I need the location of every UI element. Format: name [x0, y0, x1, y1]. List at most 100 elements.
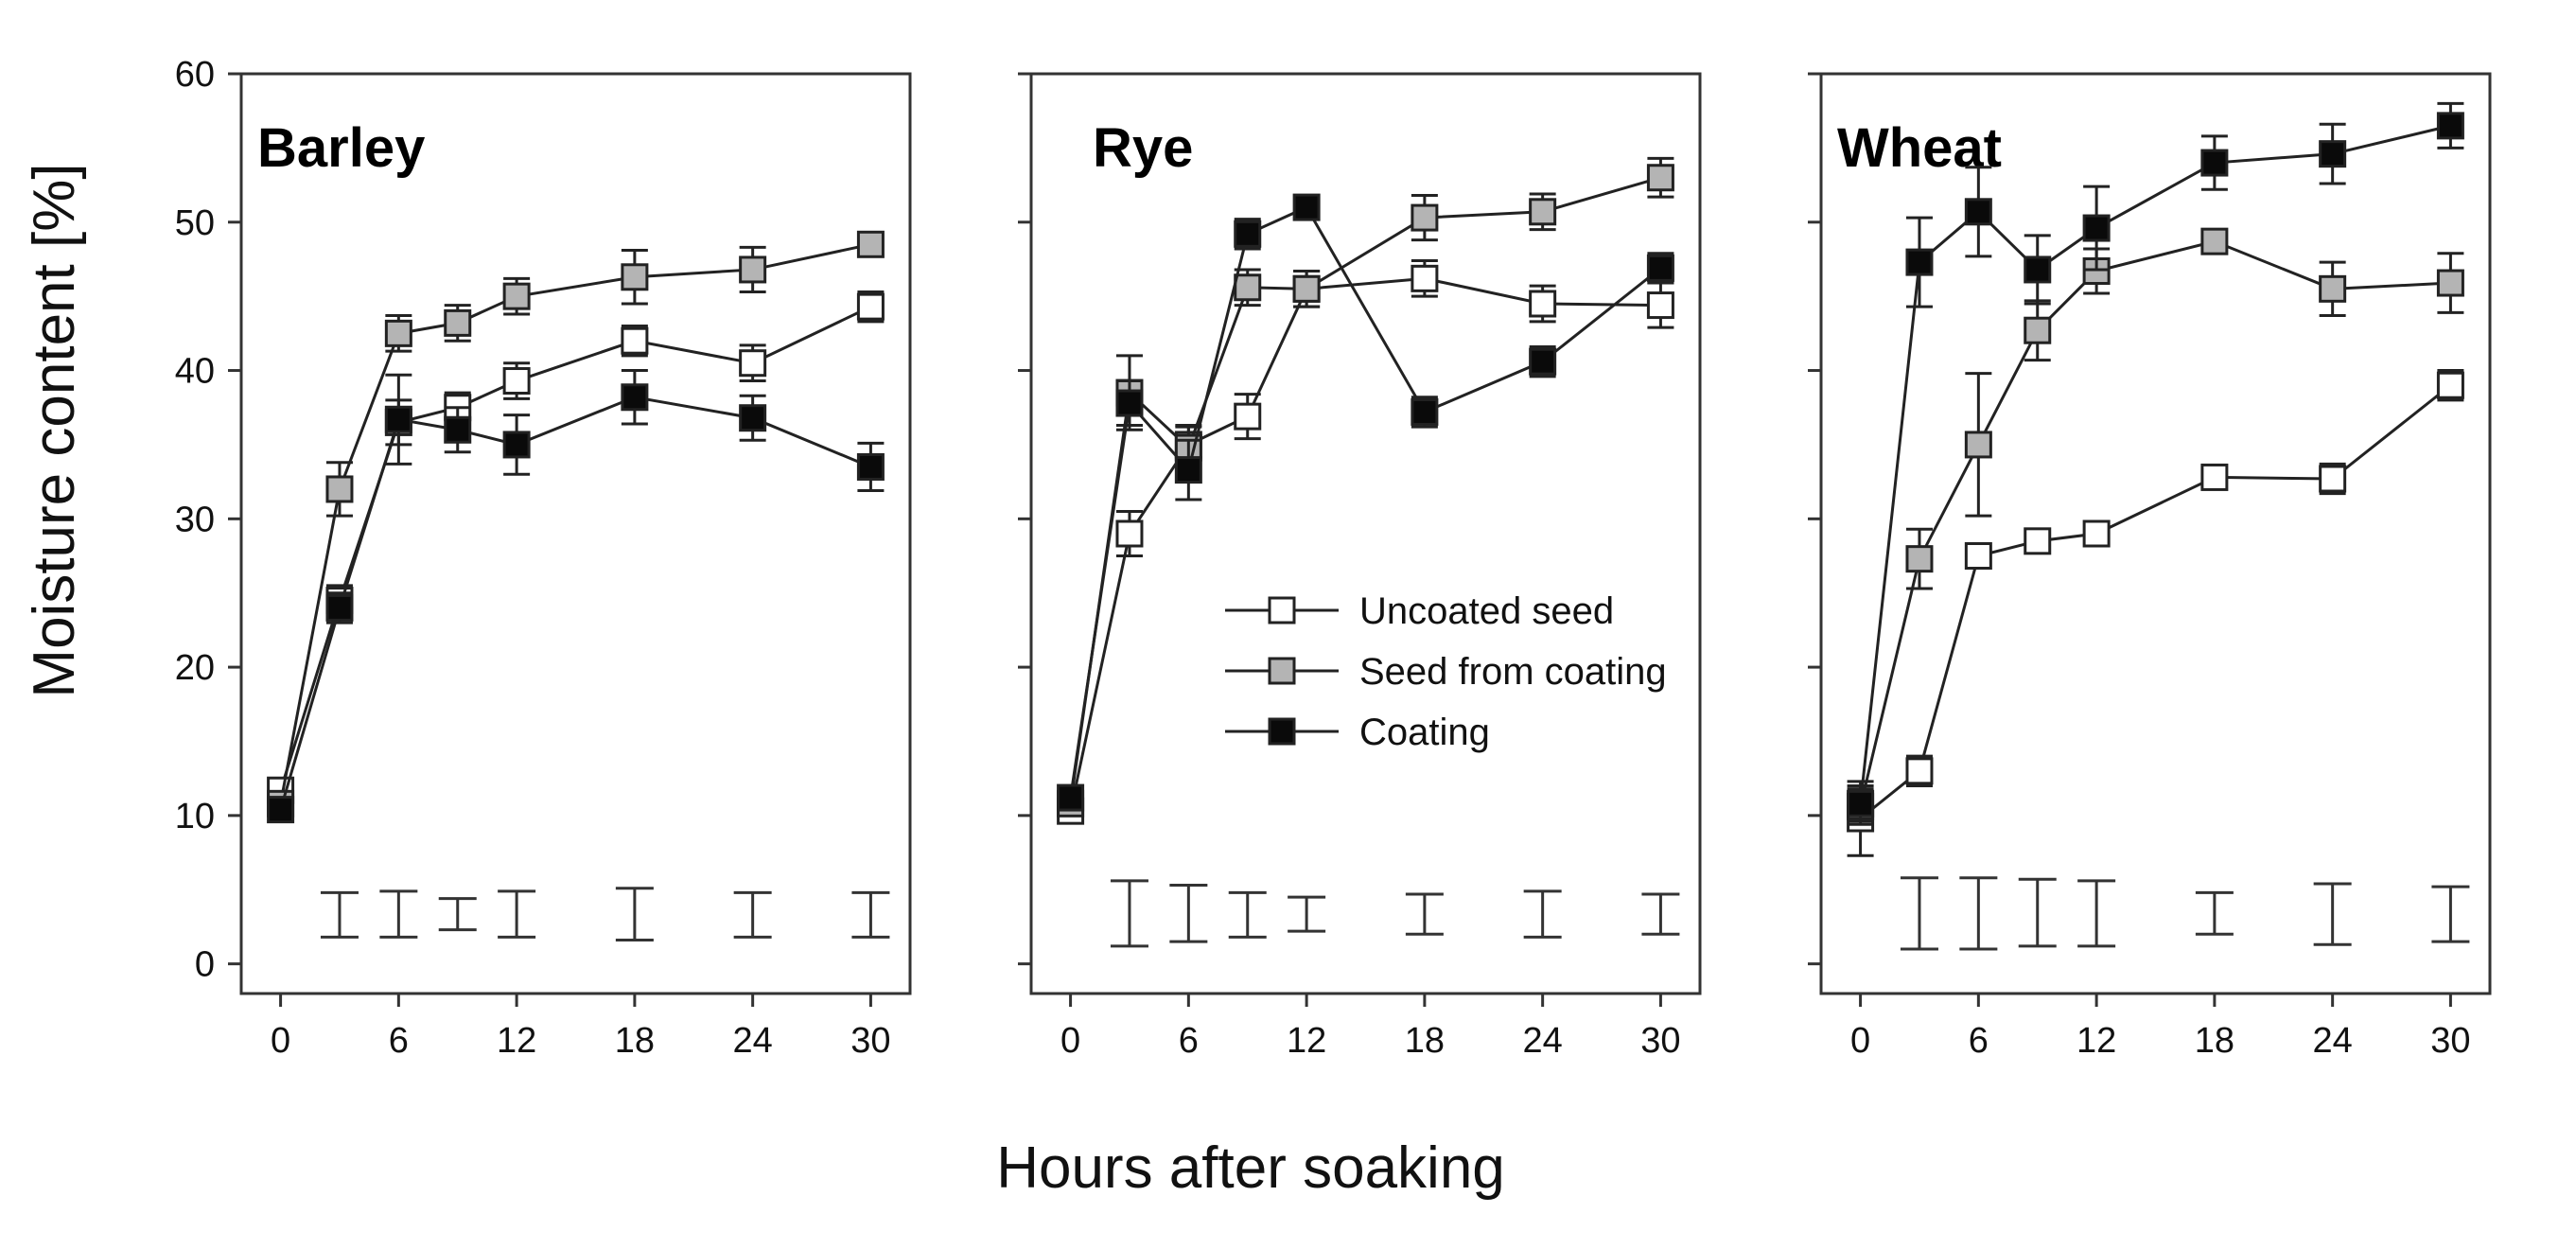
- lsd-bar: [2313, 882, 2352, 946]
- series-seed-from-coating: [1847, 227, 2464, 826]
- series-coating: [1847, 101, 2464, 823]
- panel-rye: 0 6 12 18 24 30 Rye: [1018, 72, 1702, 1061]
- panel-title: Rye: [1093, 117, 1193, 179]
- data-point: [502, 431, 531, 459]
- lsd-bar: [2195, 890, 2234, 936]
- data-point: [1847, 789, 1875, 818]
- x-tick-label: 24: [733, 1021, 773, 1061]
- data-point: [2200, 227, 2229, 255]
- lsd-bar: [1169, 884, 1208, 943]
- data-point: [1292, 274, 1321, 303]
- data-point: [621, 326, 649, 355]
- lsd-bar: [1110, 879, 1148, 948]
- data-point: [384, 319, 412, 347]
- lsd-bar: [1405, 892, 1444, 936]
- y-tick-label: 40: [175, 352, 215, 392]
- lsd-bar: [1523, 889, 1562, 939]
- data-point: [267, 796, 295, 824]
- data-point: [621, 263, 649, 291]
- panel-frame: [1819, 72, 2492, 995]
- data-point: [1234, 220, 1262, 248]
- data-point: [1174, 456, 1202, 484]
- data-point: [1115, 389, 1144, 417]
- legend-label: Seed from coating: [1359, 651, 1667, 693]
- data-point: [1646, 254, 1674, 282]
- x-tick-label: 12: [1287, 1021, 1326, 1061]
- data-point: [1964, 198, 1992, 226]
- x-tick-label: 18: [1405, 1021, 1445, 1061]
- data-point: [1292, 193, 1321, 221]
- y-tick-label: 60: [175, 55, 215, 95]
- lsd-bar: [498, 889, 536, 939]
- lsd-bar: [438, 897, 477, 932]
- lsd-bar: [1288, 895, 1326, 933]
- series-coating: [1057, 193, 1674, 812]
- panel-title: Barley: [257, 117, 425, 179]
- data-point: [444, 415, 472, 444]
- data-point: [384, 405, 412, 433]
- data-point: [739, 349, 767, 378]
- y-tick-label: 10: [175, 797, 215, 836]
- x-tick-label: 30: [1640, 1021, 1680, 1061]
- data-point: [1057, 783, 1085, 812]
- legend-marker: [1268, 657, 1296, 685]
- lsd-bar: [2431, 885, 2470, 943]
- data-point: [1646, 164, 1674, 192]
- data-point: [1234, 402, 1262, 431]
- data-point: [325, 593, 354, 622]
- data-point: [2319, 274, 2347, 303]
- x-tick-label: 30: [850, 1021, 890, 1061]
- data-point: [502, 367, 531, 396]
- series-line: [279, 242, 871, 804]
- data-point: [739, 404, 767, 432]
- data-point: [1411, 397, 1439, 426]
- x-tick-label: 0: [1850, 1021, 1870, 1061]
- series-line: [1859, 124, 2451, 804]
- y-tick-label: 20: [175, 648, 215, 688]
- data-point: [1115, 519, 1144, 548]
- data-point: [1529, 198, 1557, 226]
- data-point: [1905, 545, 1934, 573]
- x-tick-label: 18: [615, 1021, 655, 1061]
- data-point: [856, 452, 885, 481]
- x-tick-label: 12: [2077, 1021, 2116, 1061]
- x-tick-label: 24: [2313, 1021, 2353, 1061]
- x-tick-label: 30: [2430, 1021, 2470, 1061]
- series-seed-from-coating: [267, 230, 885, 818]
- x-axis-title: Hours after soaking: [996, 1135, 1505, 1201]
- data-point: [1234, 273, 1262, 302]
- series-coating: [267, 369, 885, 824]
- data-point: [1905, 757, 1934, 785]
- x-tick-label: 6: [389, 1021, 409, 1061]
- data-point: [1646, 291, 1674, 320]
- data-point: [2436, 112, 2464, 140]
- legend-marker: [1268, 596, 1296, 624]
- y-tick-label: 0: [195, 945, 215, 985]
- legend-label: Coating: [1359, 712, 1490, 753]
- legend-label: Uncoated seed: [1359, 590, 1614, 632]
- x-tick-label: 0: [271, 1021, 290, 1061]
- legend-entry: Coating: [1225, 712, 1490, 753]
- chart-panels: 0 6 12 18 24 30 0 10 20 30 40 50 60 Barley 0 6 12 18 24 30 R…: [175, 55, 2492, 1061]
- x-tick-label: 24: [1523, 1021, 1563, 1061]
- data-point: [444, 308, 472, 337]
- series-line: [279, 305, 872, 791]
- lsd-bar: [1900, 876, 1938, 951]
- lsd-bar: [2018, 877, 2057, 948]
- data-point: [1964, 431, 1992, 459]
- panel-frame: [1029, 72, 1702, 995]
- lsd-bar: [1959, 876, 1998, 951]
- data-point: [2200, 149, 2229, 177]
- lsd-bar: [320, 890, 359, 939]
- x-tick-label: 6: [1179, 1021, 1199, 1061]
- series-line: [279, 396, 871, 811]
- data-point: [856, 230, 885, 258]
- x-tick-label: 18: [2195, 1021, 2234, 1061]
- y-tick-label: 50: [175, 203, 215, 243]
- y-tick-label: 30: [175, 500, 215, 539]
- x-tick-label: 12: [497, 1021, 536, 1061]
- lsd-bar: [733, 890, 772, 939]
- lsd-bar: [1228, 890, 1267, 939]
